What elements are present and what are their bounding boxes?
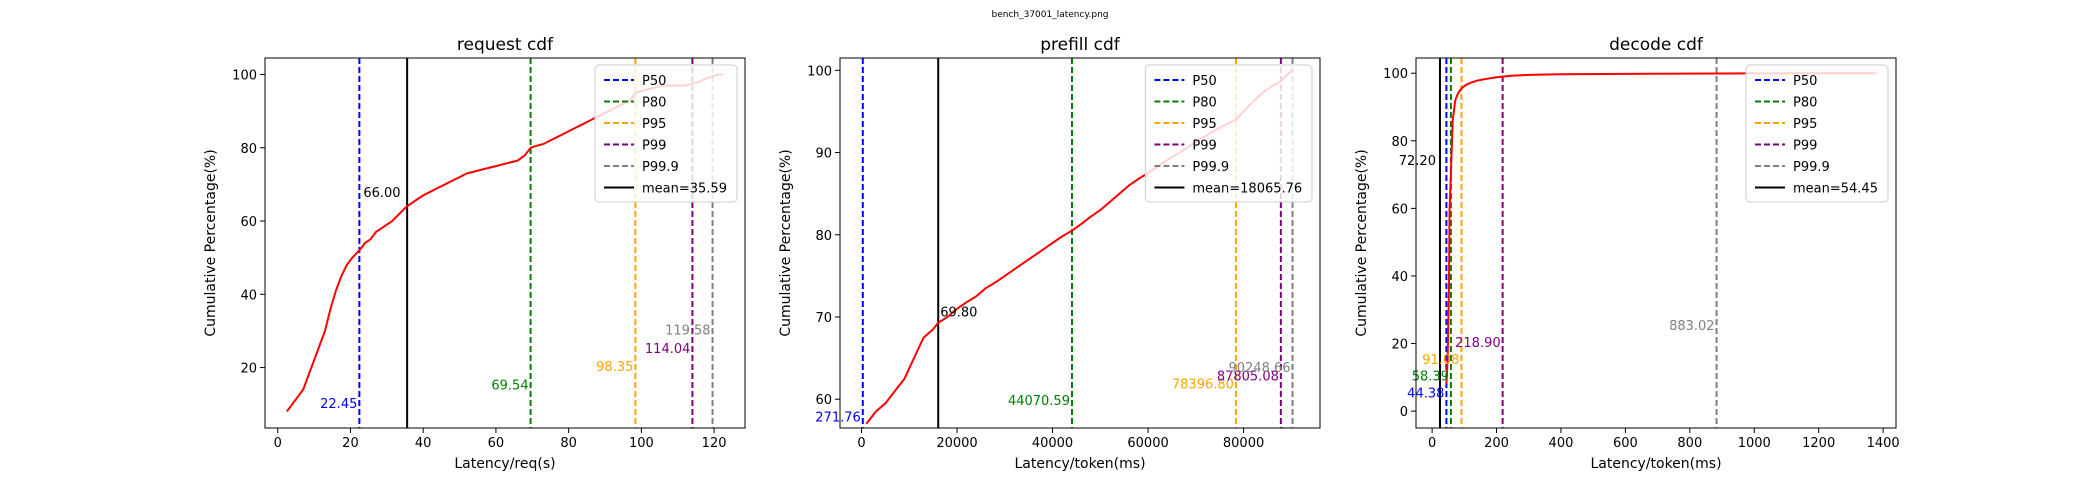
legend-entry: P99 bbox=[642, 139, 666, 154]
y-tick-label: 40 bbox=[240, 288, 257, 303]
plot-area bbox=[1438, 58, 1877, 428]
legend-entry: P95 bbox=[642, 117, 666, 132]
legend-entry: P80 bbox=[642, 96, 666, 111]
legend-entry: mean=18065.76 bbox=[1192, 182, 1302, 197]
y-axis-label: Cumulative Percentage(%) bbox=[203, 149, 219, 336]
legend-entry: P99.9 bbox=[1192, 160, 1229, 175]
legend: P50 P80 P95 P99 P99.9 mean=54.45 bbox=[1745, 64, 1889, 203]
mean-percentile-annotation: 72.20 bbox=[1399, 154, 1436, 169]
legend-entry: P99 bbox=[1192, 139, 1216, 154]
legend-entry: mean=54.45 bbox=[1793, 182, 1878, 197]
legend-entry: P50 bbox=[1793, 74, 1817, 89]
chart-panel-3: decode cdf 0 200 400 600 800 1000 1200 1400 0 20 40… bbox=[1354, 35, 1900, 472]
legend-entry: P80 bbox=[1192, 96, 1216, 111]
percentile-value-label: 69.54 bbox=[491, 379, 528, 394]
legend-entry: P99.9 bbox=[1793, 160, 1830, 175]
y-tick-label: 0 bbox=[1400, 405, 1408, 420]
legend-entry: P80 bbox=[1793, 96, 1817, 111]
legend-box bbox=[1144, 64, 1313, 203]
chart-title: request cdf bbox=[457, 35, 554, 55]
cdf-line bbox=[1445, 72, 1877, 385]
chart-panel-1: request cdf 0 20 40 60 80 100 120 20 40 60 80 100 Lat… bbox=[203, 35, 746, 472]
x-tick-label: 80 bbox=[560, 436, 577, 451]
mean-percentile-annotation: 66.00 bbox=[363, 186, 400, 201]
chart-title: prefill cdf bbox=[1040, 35, 1121, 55]
x-axis-label: Latency/token(ms) bbox=[1014, 456, 1145, 472]
percentile-value-label: 271.76 bbox=[815, 410, 861, 425]
y-tick-label: 60 bbox=[240, 215, 257, 230]
legend: P50 P80 P95 P99 P99.9 mean=35.59 bbox=[594, 64, 738, 203]
percentile-value-label: 22.45 bbox=[320, 397, 357, 412]
percentile-value-label: 58.39 bbox=[1412, 370, 1449, 385]
x-tick-label: 0 bbox=[857, 436, 865, 451]
x-tick-label: 0 bbox=[1428, 436, 1436, 451]
y-tick-label: 20 bbox=[240, 362, 257, 377]
x-axis-label: Latency/req(s) bbox=[454, 456, 555, 472]
percentile-value-label: 119.58 bbox=[665, 324, 711, 339]
x-tick-label: 60 bbox=[488, 436, 505, 451]
y-tick-label: 60 bbox=[815, 393, 832, 408]
legend-entry: P50 bbox=[1192, 74, 1216, 89]
percentile-value-label: 91.08 bbox=[1422, 353, 1459, 368]
mean-percentile-annotation: 69.80 bbox=[940, 306, 977, 321]
legend-entry: P95 bbox=[1192, 117, 1216, 132]
x-tick-label: 20 bbox=[342, 436, 359, 451]
axes-frame bbox=[1415, 57, 1897, 429]
percentile-value-label: 87805.08 bbox=[1217, 369, 1279, 384]
x-tick-label: 100 bbox=[629, 436, 654, 451]
legend-entry: P95 bbox=[1793, 117, 1817, 132]
x-axis-label: Latency/token(ms) bbox=[1590, 456, 1721, 472]
legend: P50 P80 P95 P99 P99.9 mean=18065.76 bbox=[1144, 64, 1313, 203]
y-tick-label: 80 bbox=[1391, 135, 1408, 150]
x-tick-label: 60000 bbox=[1127, 436, 1168, 451]
axes-frame bbox=[839, 57, 1321, 429]
y-axis-label: Cumulative Percentage(%) bbox=[1354, 149, 1370, 336]
x-tick-label: 600 bbox=[1613, 436, 1638, 451]
percentile-value-label: 114.04 bbox=[645, 342, 691, 357]
legend-entry: P99 bbox=[1793, 139, 1817, 154]
y-tick-label: 100 bbox=[807, 64, 832, 79]
percentile-value-label: 98.35 bbox=[596, 360, 633, 375]
x-tick-label: 120 bbox=[702, 436, 727, 451]
legend-entry: P50 bbox=[642, 74, 666, 89]
y-axis-label: Cumulative Percentage(%) bbox=[778, 149, 794, 336]
y-tick-label: 90 bbox=[815, 147, 832, 162]
y-tick-label: 20 bbox=[1391, 338, 1408, 353]
chart-panel-2: prefill cdf 0 20000 40000 60000 80000 60 70 80 90… bbox=[778, 35, 1321, 472]
x-tick-label: 400 bbox=[1549, 436, 1574, 451]
figure-suptitle: bench_37001_latency.png bbox=[991, 10, 1108, 20]
y-tick-label: 40 bbox=[1391, 270, 1408, 285]
percentile-value-label: 90248.66 bbox=[1228, 361, 1290, 376]
legend-entry: mean=35.59 bbox=[642, 182, 727, 197]
y-tick-label: 100 bbox=[232, 68, 257, 83]
y-tick-label: 70 bbox=[815, 311, 832, 326]
axes-frame bbox=[264, 57, 746, 429]
x-tick-label: 80000 bbox=[1223, 436, 1264, 451]
percentile-value-label: 44070.59 bbox=[1008, 394, 1070, 409]
percentile-value-label: 78396.80 bbox=[1172, 378, 1234, 393]
x-tick-label: 40 bbox=[415, 436, 432, 451]
percentile-value-label: 218.90 bbox=[1455, 336, 1501, 351]
y-tick-label: 60 bbox=[1391, 202, 1408, 217]
plot-area bbox=[286, 58, 724, 428]
x-tick-label: 1200 bbox=[1802, 436, 1835, 451]
x-tick-label: 200 bbox=[1484, 436, 1509, 451]
legend-box bbox=[594, 64, 738, 203]
y-tick-label: 80 bbox=[240, 142, 257, 157]
x-tick-label: 20000 bbox=[936, 436, 977, 451]
percentile-value-label: 44.38 bbox=[1407, 387, 1444, 402]
x-tick-label: 0 bbox=[274, 436, 282, 451]
y-tick-label: 100 bbox=[1383, 67, 1408, 82]
x-tick-label: 800 bbox=[1677, 436, 1702, 451]
percentile-value-label: 883.02 bbox=[1669, 319, 1715, 334]
x-tick-label: 40000 bbox=[1032, 436, 1073, 451]
legend-box bbox=[1745, 64, 1889, 203]
chart-title: decode cdf bbox=[1609, 35, 1704, 55]
y-tick-label: 80 bbox=[815, 229, 832, 244]
x-tick-label: 1400 bbox=[1867, 436, 1900, 451]
legend-entry: P99.9 bbox=[642, 160, 679, 175]
x-tick-label: 1000 bbox=[1738, 436, 1771, 451]
